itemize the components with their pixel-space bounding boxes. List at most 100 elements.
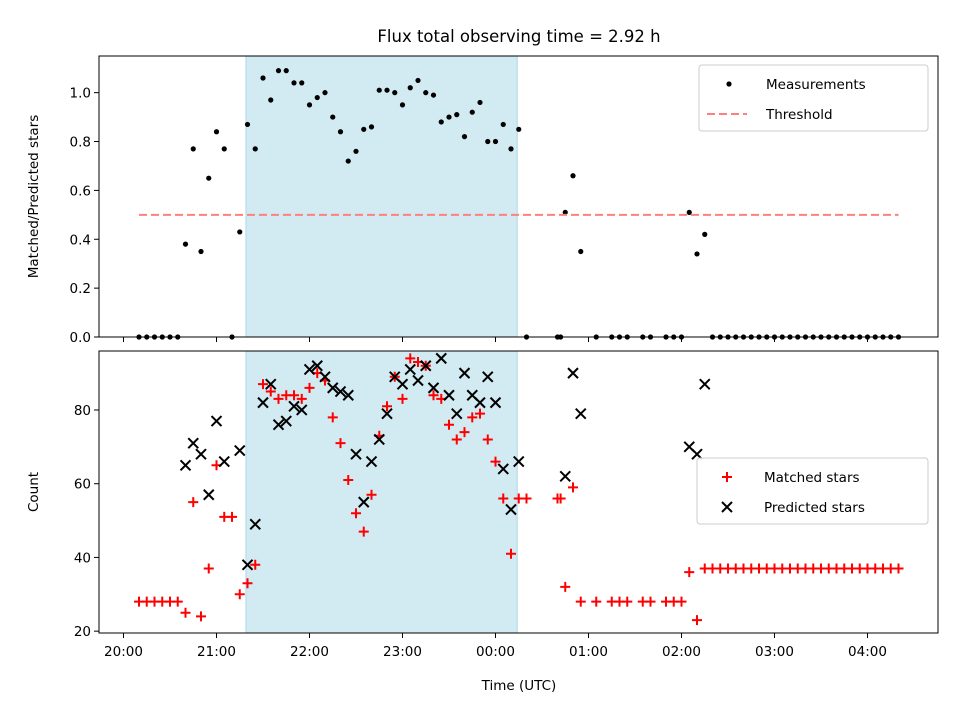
- measurement-point: [492, 138, 499, 145]
- matched-point: [575, 596, 586, 607]
- measurement-point: [252, 146, 258, 152]
- measurement-point: [578, 248, 584, 255]
- predicted-point: [218, 455, 230, 468]
- matched-point: [467, 412, 478, 423]
- predicted-point: [195, 448, 207, 460]
- measurement-point: [415, 77, 421, 84]
- matched-point: [227, 511, 237, 522]
- chart-title: Flux total observing time = 2.92 h: [377, 27, 660, 46]
- predicted-point: [334, 385, 347, 398]
- matched-point: [296, 393, 307, 404]
- measurement-point: [702, 231, 708, 237]
- measurement-point: [477, 99, 483, 106]
- legend-box: [698, 64, 929, 132]
- y-tick-label: 0.4: [70, 232, 91, 248]
- measurement-point: [686, 209, 692, 215]
- matched-point: [304, 382, 315, 393]
- matched-point: [335, 438, 346, 449]
- matched-point: [382, 401, 392, 412]
- measurement-point: [244, 121, 251, 128]
- top-panel: 0.0 0.2 0.4 0.6 0.8 1.0 Matched/Predicted star…: [26, 55, 939, 346]
- x-tick-label: 23:00: [383, 644, 422, 660]
- x-tick-label: 04:00: [848, 644, 887, 660]
- matched-point: [459, 427, 470, 438]
- matched-point: [366, 489, 377, 500]
- legend-marker-plus: [722, 472, 732, 482]
- matched-point: [506, 548, 516, 559]
- predicted-point: [265, 378, 277, 390]
- predicted-point: [404, 363, 416, 376]
- predicted-point: [505, 503, 517, 516]
- predicted-point: [451, 407, 463, 420]
- y-axis-label: Count: [26, 472, 42, 512]
- matched-point: [645, 596, 656, 607]
- x-tick-label: 21:00: [197, 644, 236, 660]
- matched-point: [358, 526, 369, 537]
- y-tick-label: 0.0: [70, 330, 91, 346]
- x-tick-label: 00:00: [476, 644, 515, 660]
- measurement-point: [268, 97, 274, 103]
- matched-point: [591, 596, 602, 607]
- measurement-point: [299, 80, 305, 86]
- measurement-point: [384, 87, 390, 93]
- measurement-point: [260, 75, 266, 81]
- axes-frame: [98, 350, 939, 634]
- y-tick-label: 0.2: [70, 281, 91, 297]
- measurement-point: [291, 80, 297, 86]
- matched-point: [234, 589, 245, 600]
- measurement-point: [407, 85, 413, 91]
- predicted-point: [327, 382, 339, 394]
- x-tick-label: 22:00: [290, 644, 329, 660]
- predicted-point: [381, 407, 393, 420]
- measurement-point: [190, 146, 196, 152]
- predicted-point: [559, 470, 571, 483]
- measurement-point: [446, 114, 452, 120]
- matched-point: [196, 611, 206, 622]
- measurement-point: [469, 109, 475, 115]
- measurement-point: [322, 90, 328, 96]
- predicted-point: [567, 367, 579, 379]
- predicted-point: [288, 400, 300, 413]
- predicted-point: [482, 371, 494, 383]
- predicted-point: [179, 459, 192, 471]
- matched-point: [180, 607, 191, 618]
- matched-point: [893, 563, 904, 574]
- predicted-point: [296, 404, 308, 416]
- measurement-point: [500, 121, 506, 128]
- x-axis-label: Time (UTC): [481, 678, 557, 694]
- matched-point: [242, 578, 253, 589]
- y-axis-label: Matched/Predicted stars: [26, 115, 42, 278]
- predicted-point: [412, 374, 424, 387]
- matched-point: [451, 434, 462, 445]
- legend-label: Threshold: [765, 107, 833, 123]
- measurement-point: [283, 68, 289, 74]
- predicted-point: [365, 455, 378, 468]
- measurement-point: [206, 175, 212, 181]
- measurement-point: [237, 229, 243, 235]
- legend: Measurements Threshold: [698, 64, 929, 132]
- measurement-point: [221, 146, 227, 152]
- measurement-point: [430, 92, 437, 98]
- measurement-point: [438, 119, 444, 125]
- highlight-span: [245, 350, 518, 634]
- measurement-point: [182, 241, 189, 247]
- matched-point: [568, 482, 578, 493]
- y-tick-label: 60: [74, 477, 91, 493]
- measurement-point: [508, 146, 514, 152]
- predicted-point: [319, 371, 331, 383]
- matched-point: [273, 393, 284, 404]
- predicted-point: [373, 433, 385, 446]
- y-tick-label: 40: [74, 550, 91, 566]
- matched-point: [560, 581, 571, 592]
- predicted-point: [350, 448, 362, 460]
- predicted-point: [241, 559, 254, 571]
- measurement-point: [570, 173, 576, 179]
- matched-point: [622, 596, 633, 607]
- measurement-point: [485, 138, 491, 145]
- predicted-point: [699, 378, 711, 390]
- legend-label: Measurements: [766, 77, 866, 93]
- measurement-point: [198, 248, 204, 255]
- matched-point: [490, 456, 501, 467]
- predicted-point: [575, 407, 587, 420]
